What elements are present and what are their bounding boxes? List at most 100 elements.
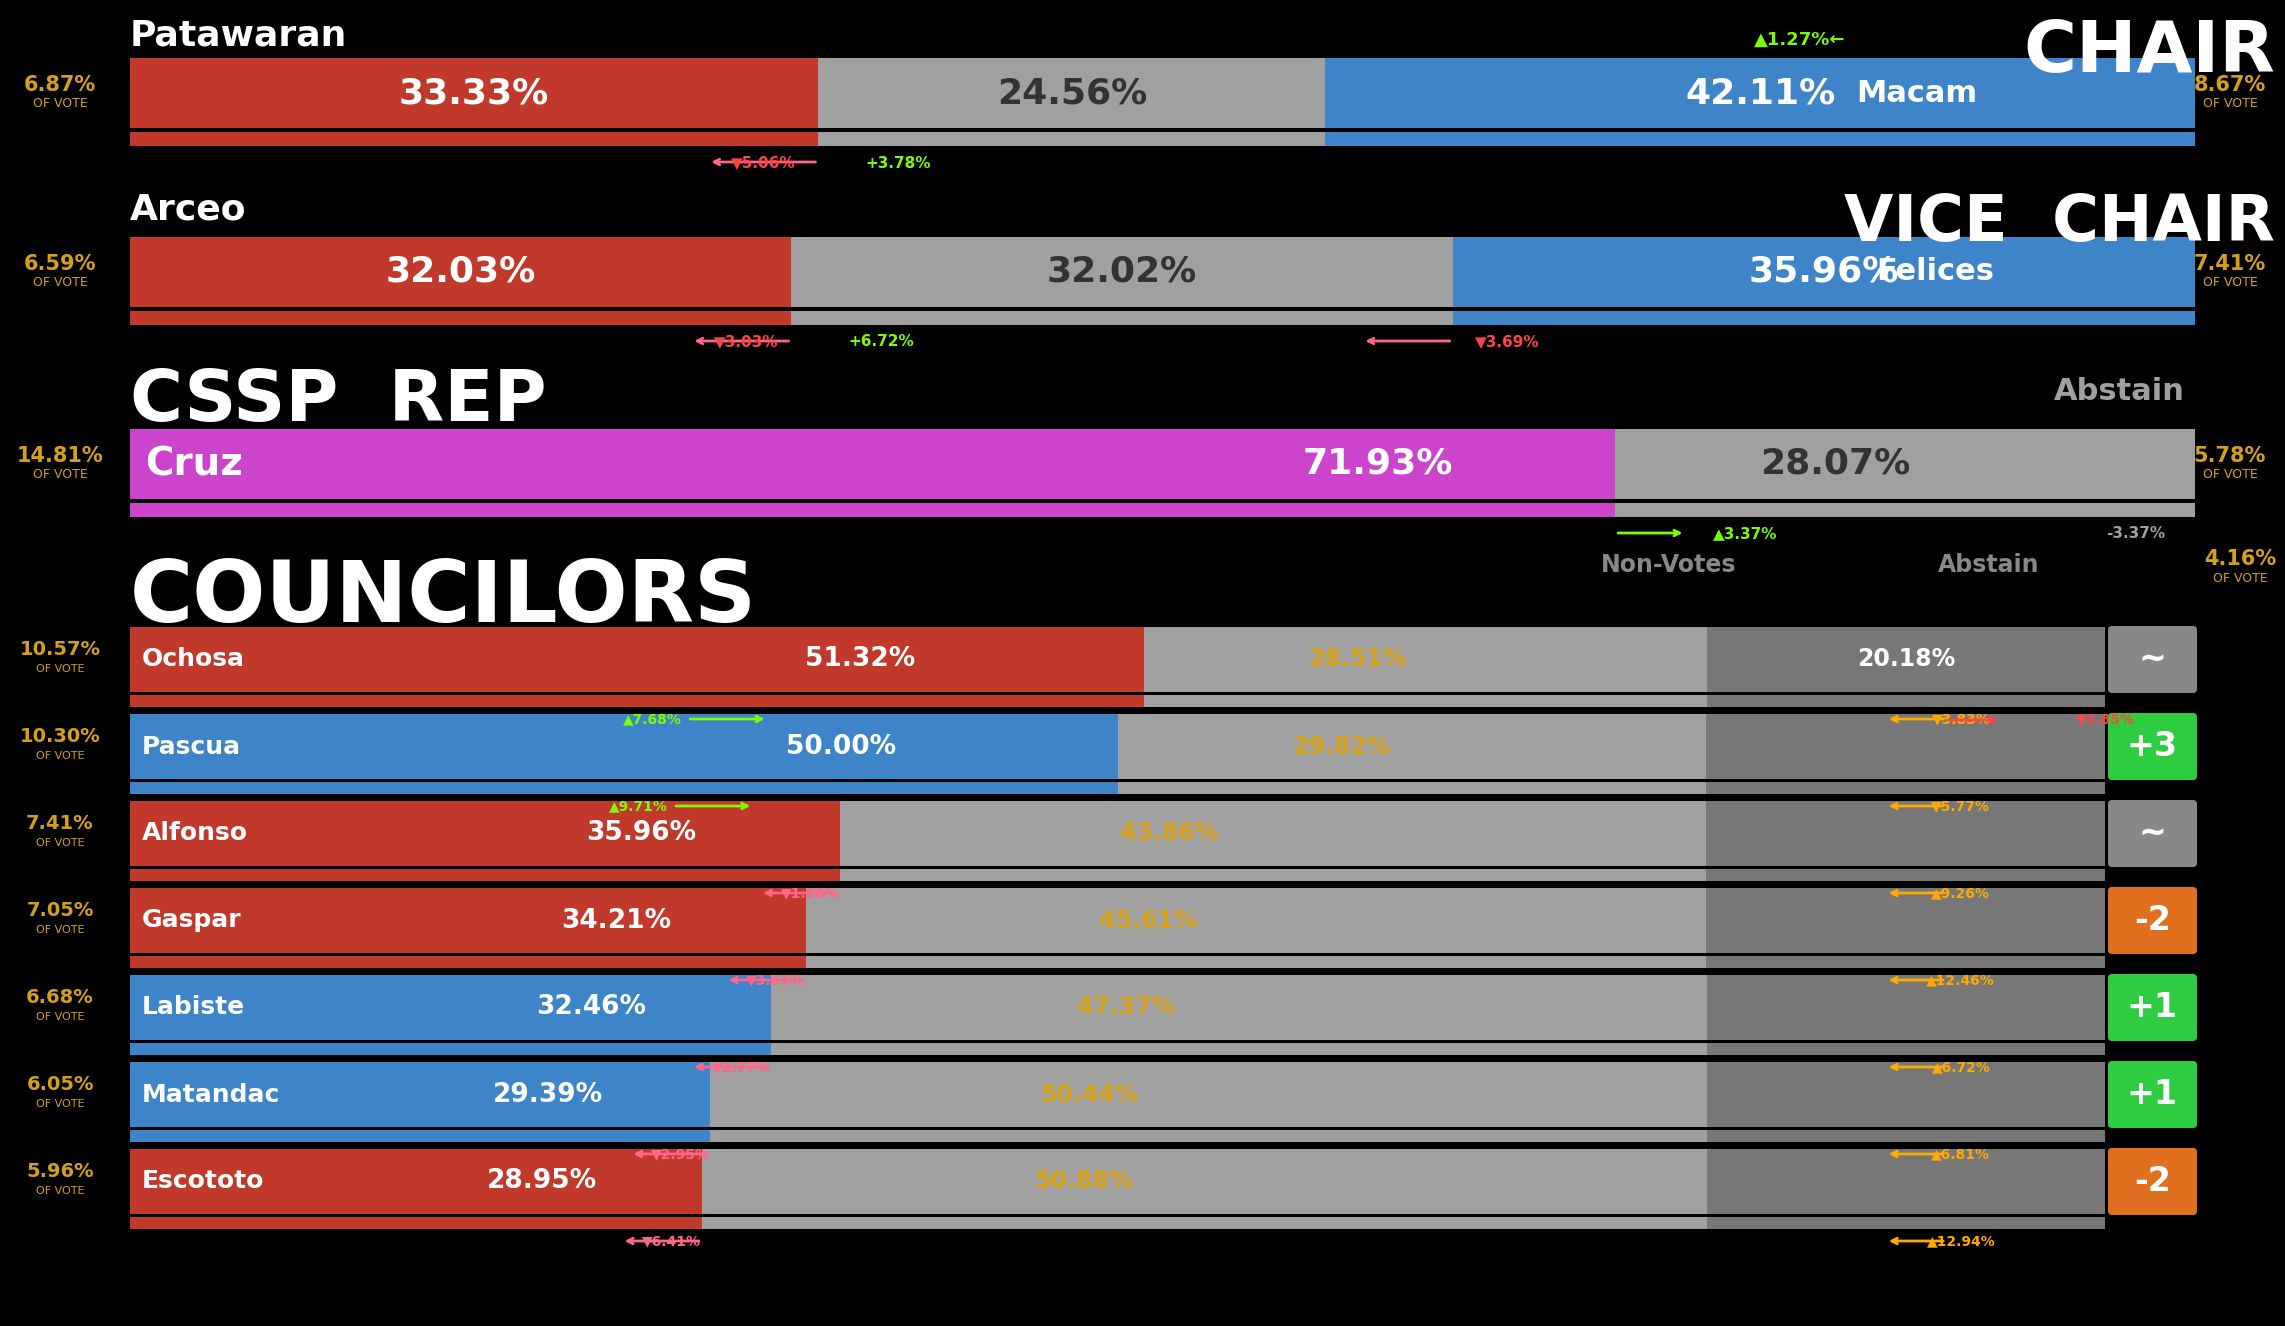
FancyBboxPatch shape [130,956,807,968]
Text: OF VOTE: OF VOTE [37,664,85,674]
Text: 10.57%: 10.57% [21,640,101,659]
Text: ▼3.61%: ▼3.61% [747,973,804,987]
Text: Escototo: Escototo [142,1170,265,1193]
Text: ▼1.00%: ▼1.00% [781,886,839,900]
Text: 24.56%: 24.56% [996,76,1147,110]
FancyBboxPatch shape [1707,869,2104,880]
Text: +6.72%: +6.72% [848,334,914,350]
Text: -3.37%: -3.37% [2107,526,2164,541]
Text: ▲6.72%: ▲6.72% [1931,1059,1990,1074]
FancyBboxPatch shape [130,1217,701,1229]
FancyBboxPatch shape [130,237,791,308]
Text: ▲3.37%: ▲3.37% [1714,526,1778,541]
FancyBboxPatch shape [1707,713,2104,778]
Text: Cruz: Cruz [144,446,242,483]
Text: OF VOTE: OF VOTE [2203,276,2258,289]
FancyBboxPatch shape [1707,1150,2104,1215]
FancyBboxPatch shape [130,801,841,866]
Text: ▼2.77%: ▼2.77% [711,1059,770,1074]
FancyBboxPatch shape [130,503,1615,517]
Text: 71.93%: 71.93% [1302,447,1453,481]
FancyBboxPatch shape [1707,975,2104,1040]
FancyBboxPatch shape [130,133,818,146]
FancyBboxPatch shape [1142,627,1707,692]
Text: +1: +1 [2127,1078,2178,1111]
Text: CHAIR: CHAIR [2022,19,2276,88]
Text: ▲12.46%: ▲12.46% [1926,973,1995,987]
Text: 51.32%: 51.32% [804,647,914,672]
FancyBboxPatch shape [1117,713,1707,778]
Text: OF VOTE: OF VOTE [2203,468,2258,481]
Text: -2: -2 [2134,904,2171,937]
Text: ▲12.94%: ▲12.94% [1926,1235,1995,1248]
Text: Labiste: Labiste [142,996,244,1020]
Text: COUNCILORS: COUNCILORS [130,557,756,640]
FancyBboxPatch shape [701,1217,1707,1229]
FancyBboxPatch shape [1615,430,2196,499]
FancyBboxPatch shape [130,430,1615,499]
Text: 6.87%: 6.87% [23,74,96,94]
Text: +3: +3 [2127,731,2178,762]
FancyBboxPatch shape [711,1062,1707,1127]
Text: 14.81%: 14.81% [16,446,103,465]
Text: Gaspar: Gaspar [142,908,242,932]
FancyBboxPatch shape [807,888,1707,953]
Text: 47.37%: 47.37% [1079,996,1177,1020]
Text: 35.96%: 35.96% [1748,255,1899,289]
Text: ▼5.06%: ▼5.06% [731,155,795,171]
Text: Patawaran: Patawaran [130,19,347,52]
Text: Arceo: Arceo [130,192,247,225]
FancyBboxPatch shape [1707,1217,2104,1229]
FancyBboxPatch shape [130,975,770,1040]
Text: Non-Votes: Non-Votes [1602,553,1737,577]
Text: Abstain: Abstain [1938,553,2038,577]
FancyBboxPatch shape [818,133,1325,146]
FancyBboxPatch shape [1453,312,2196,325]
Text: Abstain: Abstain [2054,377,2184,406]
Text: Ochosa: Ochosa [142,647,244,671]
Text: ▲6.81%: ▲6.81% [1931,1147,1990,1162]
FancyBboxPatch shape [1453,237,2196,308]
Text: 5.96%: 5.96% [25,1163,94,1181]
Text: 6.05%: 6.05% [25,1075,94,1094]
FancyBboxPatch shape [2109,800,2196,867]
Text: OF VOTE: OF VOTE [32,97,87,110]
FancyBboxPatch shape [130,782,1117,794]
Text: 20.18%: 20.18% [1858,647,1956,671]
FancyBboxPatch shape [818,58,1325,129]
Text: CSSP  REP: CSSP REP [130,367,546,436]
Text: ▼5.77%: ▼5.77% [1931,800,1990,813]
FancyBboxPatch shape [130,312,791,325]
Text: Alfonso: Alfonso [142,822,249,846]
FancyBboxPatch shape [770,975,1707,1040]
FancyBboxPatch shape [130,695,1142,707]
Text: OF VOTE: OF VOTE [37,1012,85,1022]
Text: 8.67%: 8.67% [2194,74,2267,94]
Text: 35.96%: 35.96% [587,821,697,846]
FancyBboxPatch shape [1707,888,2104,953]
Text: 33.33%: 33.33% [400,76,548,110]
Text: ~: ~ [2139,817,2166,850]
Text: ▼3.69%: ▼3.69% [1476,334,1540,350]
Text: ▲7.68%: ▲7.68% [624,712,681,727]
FancyBboxPatch shape [1325,58,2196,129]
FancyBboxPatch shape [1707,956,2104,968]
Text: 28.51%: 28.51% [1309,647,1408,671]
FancyBboxPatch shape [791,237,1453,308]
Text: OF VOTE: OF VOTE [37,838,85,849]
FancyBboxPatch shape [2109,1148,2196,1215]
Text: 28.07%: 28.07% [1759,447,1910,481]
Text: 50.00%: 50.00% [786,733,896,760]
FancyBboxPatch shape [770,1044,1707,1055]
FancyBboxPatch shape [1325,133,2196,146]
Text: 7.41%: 7.41% [25,814,94,833]
Text: 32.46%: 32.46% [537,994,647,1021]
Text: 4.16%: 4.16% [2203,549,2276,569]
FancyBboxPatch shape [1707,695,2104,707]
Text: 6.68%: 6.68% [25,988,94,1008]
FancyBboxPatch shape [130,888,807,953]
Text: ▲1.27%←: ▲1.27%← [1755,30,1846,49]
Text: ▲9.71%: ▲9.71% [608,800,667,813]
FancyBboxPatch shape [130,1130,711,1142]
FancyBboxPatch shape [1707,1062,2104,1127]
